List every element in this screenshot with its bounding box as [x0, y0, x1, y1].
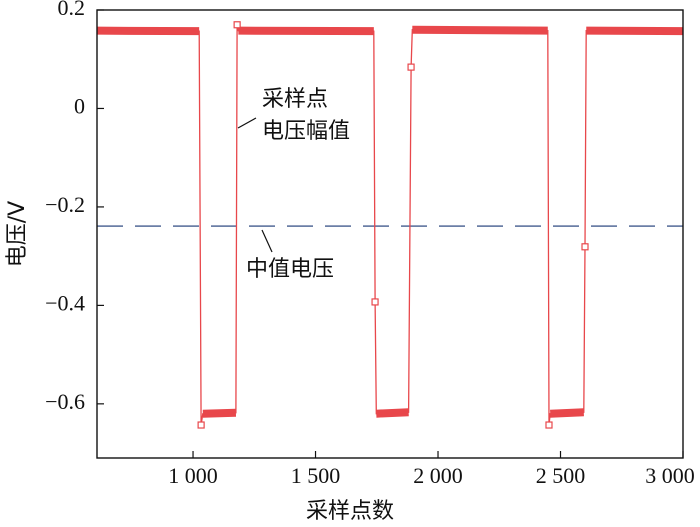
x-tick-label: 1 500: [291, 463, 341, 488]
plot-frame: [96, 9, 684, 459]
y-tick-label: 0.2: [58, 0, 86, 20]
x-tick-label: 2 000: [413, 463, 463, 488]
sample-marker: [581, 243, 589, 251]
x-tick-label: 2 500: [536, 463, 586, 488]
sample-marker: [545, 421, 553, 429]
y-tick-label: −0.2: [45, 192, 85, 217]
x-tick-label: 3 000: [645, 463, 695, 488]
sample-marker: [407, 63, 415, 71]
x-tick-label: 1 000: [168, 463, 218, 488]
annotation: 采样点: [262, 87, 328, 112]
sample-marker: [371, 298, 379, 306]
y-axis-label: 电压/V: [5, 201, 30, 267]
sample-marker: [197, 421, 205, 429]
annotation: 中值电压: [246, 257, 334, 282]
data-line: [96, 24, 684, 426]
sample-marker: [233, 21, 241, 29]
y-tick-label: 0: [74, 94, 85, 119]
leader-line: [261, 229, 273, 253]
y-tick-label: −0.4: [45, 290, 85, 315]
x-axis-label: 采样点数: [306, 499, 394, 524]
annotation: 电压幅值: [262, 119, 350, 144]
leader-line: [237, 117, 257, 129]
y-tick-label: −0.6: [45, 389, 85, 414]
